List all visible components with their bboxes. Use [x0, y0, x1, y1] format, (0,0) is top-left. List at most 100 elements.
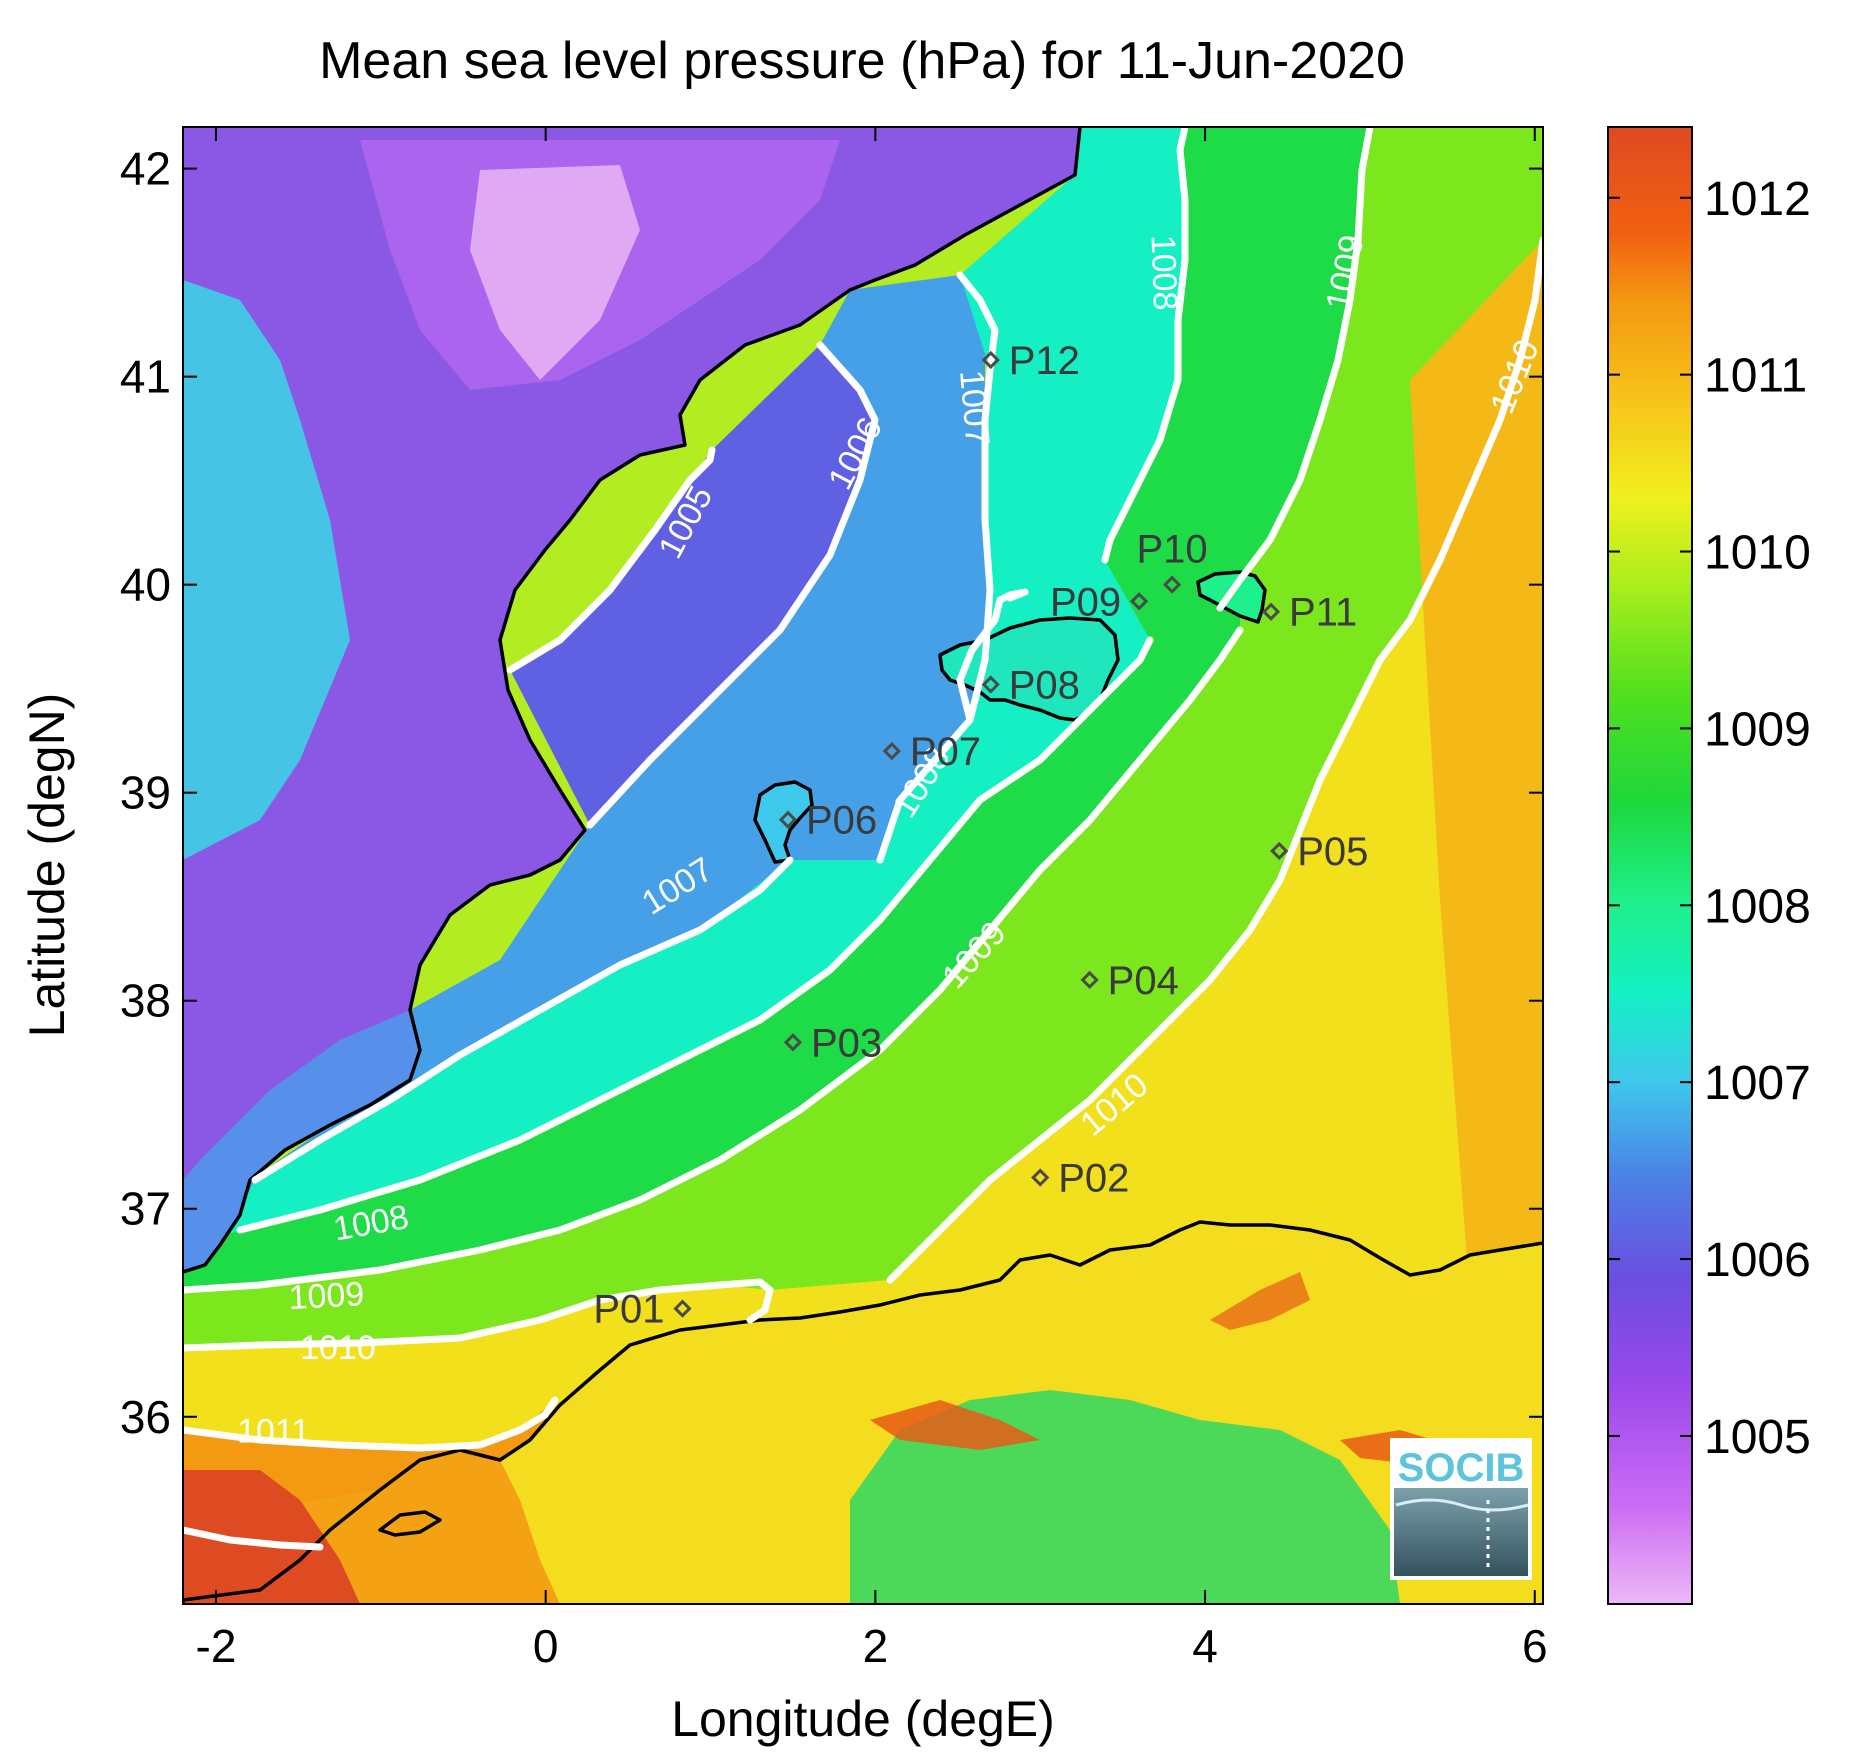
- pressure-band-1: [510, 345, 875, 825]
- station-p04[interactable]: P04: [1080, 959, 1179, 1003]
- station-label: P06: [806, 799, 877, 843]
- station-marker-icon: [1080, 970, 1099, 990]
- station-marker-icon: [1162, 575, 1182, 594]
- isobar-1010-north: [886, 236, 1543, 1284]
- contour-label: 1007: [952, 369, 996, 448]
- colorbar-tick-label: 1007: [1704, 1057, 1811, 1110]
- station-p05[interactable]: P05: [1270, 830, 1368, 874]
- station-marker-icon: [981, 350, 1000, 370]
- isobar-1007-north: [876, 588, 1029, 864]
- station-p09[interactable]: P09: [1050, 580, 1149, 624]
- y-tick-label: 37: [120, 1183, 171, 1235]
- colorbar-tick-label: 1009: [1704, 703, 1811, 756]
- x-tick-label: 6: [1522, 1620, 1548, 1672]
- isobar-1011: [183, 1396, 559, 1452]
- station-label: P12: [1009, 339, 1080, 383]
- land-africa-red-ridge-north: [1210, 1272, 1310, 1330]
- station-label: P07: [910, 730, 981, 774]
- land-iberia: [183, 127, 1080, 1272]
- land-africa-red-ridge: [870, 1400, 1040, 1450]
- station-p03[interactable]: P03: [783, 1021, 882, 1065]
- station-marker-icon: [778, 810, 798, 829]
- pressure-band-4: [183, 127, 1370, 1290]
- socib-logo-header: [1394, 1442, 1528, 1488]
- socib-logo: SOCIB: [1390, 1438, 1532, 1580]
- land-pyrenees-highest: [470, 165, 640, 380]
- station-p02[interactable]: P02: [1031, 1157, 1129, 1201]
- station-marker-icon: [882, 741, 901, 761]
- station-label: P03: [811, 1021, 882, 1065]
- x-tick-label: -2: [196, 1620, 237, 1672]
- x-tick-label: 2: [863, 1620, 889, 1672]
- station-marker-icon: [981, 675, 1000, 694]
- station-p01[interactable]: P01: [593, 1288, 692, 1332]
- land-iberia-cyan-patch: [183, 280, 350, 860]
- station-p10[interactable]: P10: [1137, 528, 1208, 594]
- station-marker-icon: [1129, 592, 1149, 611]
- x-axis-ticks: -2 0 2 4 6: [196, 127, 1548, 1672]
- y-tick-label: 40: [120, 559, 171, 611]
- station-marker-icon: [1031, 1168, 1050, 1187]
- station-p11[interactable]: P11: [1261, 591, 1357, 635]
- x-axis-label: Longitude (degE): [671, 1691, 1055, 1747]
- y-tick-label: 36: [120, 1391, 171, 1443]
- colorbar-tick-label: 1011: [1704, 350, 1807, 403]
- socib-logo-text: SOCIB: [1398, 1446, 1525, 1490]
- map-area: 1005100610071007100810081008100910091009…: [183, 127, 1543, 1604]
- coastline-alboran-islet: [378, 1510, 442, 1537]
- station-marker-icon: [783, 1033, 803, 1052]
- colorbar-gradient: [1607, 126, 1693, 1605]
- y-axis-label: Latitude (degN): [19, 693, 75, 1038]
- isobar-1005: [506, 446, 716, 674]
- y-tick-label: 38: [120, 975, 171, 1027]
- station-marker-icon: [1270, 841, 1289, 861]
- contour-label: 1009: [288, 1275, 366, 1317]
- station-label: P02: [1058, 1157, 1129, 1201]
- y-tick-label: 42: [120, 143, 171, 195]
- isobar-1007-south: [251, 856, 794, 1184]
- coastline-iberia: [183, 127, 1082, 1274]
- isobar-1010-west: [183, 1278, 774, 1352]
- land-africa-sw-red: [183, 1470, 360, 1604]
- isobar-1011-sw: [183, 1526, 324, 1551]
- stations: P01 P02 P03 P04 P05 P06 P07 P08 P09 P10 P11 P12: [593, 339, 1368, 1332]
- isobar-1008-south: [236, 636, 1154, 1234]
- isobar-1006: [586, 341, 879, 829]
- colorbar-tick-label: 1012: [1704, 173, 1811, 226]
- station-p08[interactable]: P08: [981, 664, 1080, 708]
- contour-label: 1011: [237, 1412, 310, 1450]
- isobar-1008-north: [1101, 127, 1189, 564]
- y-tick-label: 39: [120, 767, 171, 819]
- station-p07[interactable]: P07: [882, 730, 981, 774]
- station-p06[interactable]: P06: [778, 799, 877, 843]
- map-frame: [182, 126, 1544, 1605]
- colorbar-tick-label: 1008: [1704, 880, 1811, 933]
- station-label: P09: [1050, 580, 1121, 624]
- pressure-band-2: [220, 275, 990, 1245]
- map-title: Mean sea level pressure (hPa) for 11-Jun…: [319, 32, 1405, 90]
- isobar-1009-north: [1216, 127, 1374, 612]
- y-tick-label: 41: [120, 351, 171, 403]
- isobar-1009-south: [183, 626, 1244, 1294]
- station-label: P08: [1009, 664, 1080, 708]
- station-marker-icon: [673, 1299, 692, 1318]
- x-tick-label: 0: [533, 1620, 559, 1672]
- coastline-ibiza: [753, 780, 814, 864]
- station-marker-icon: [1261, 602, 1281, 621]
- station-label: P01: [593, 1288, 664, 1332]
- coastline-north-africa: [183, 1220, 1543, 1604]
- colorbar-tick-label: 1010: [1704, 527, 1811, 580]
- station-label: P05: [1297, 830, 1368, 874]
- pressure-band-5: [183, 127, 1543, 1348]
- pressure-band-3: [183, 127, 1185, 1272]
- y-axis-ticks: 36 37 38 39 40 41 42: [120, 143, 1543, 1443]
- colorbar-tick-label: 1005: [1704, 1411, 1811, 1464]
- colorbar: 1005 1006 1007 1008 1009 1010 1011 1012: [1607, 126, 1811, 1605]
- isobar-contours: [183, 127, 1543, 1551]
- socib-logo-wave-icon: [1395, 1498, 1529, 1512]
- colorbar-tick-label: 1006: [1704, 1234, 1811, 1287]
- station-label: P04: [1108, 959, 1179, 1003]
- x-tick-label: 4: [1192, 1620, 1218, 1672]
- station-p12[interactable]: P12: [981, 339, 1080, 383]
